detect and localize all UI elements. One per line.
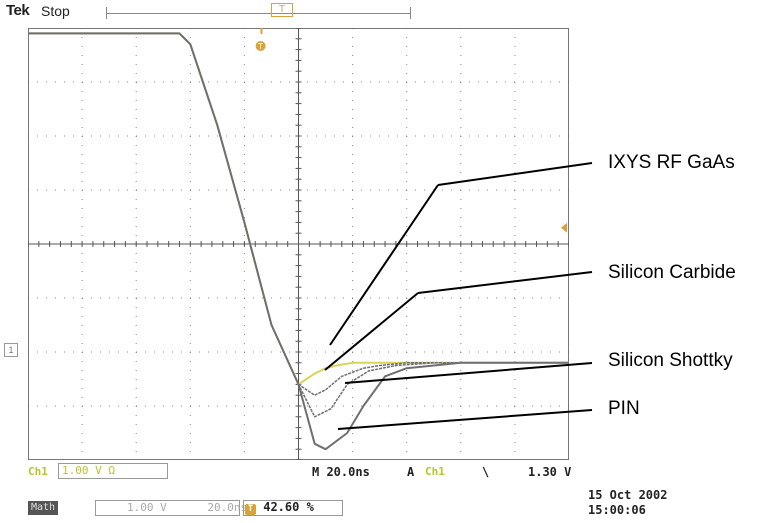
callout-pin: PIN (608, 398, 640, 419)
trace-pin (28, 32, 569, 451)
acquisition-state: Stop (41, 3, 70, 19)
math-scale-readout: 1.00 V 20.0ns (95, 500, 247, 516)
graticule-grid (28, 28, 569, 460)
scope-status-bar: Tek Stop T (0, 0, 590, 28)
math-scale: 1.00 V (127, 501, 167, 514)
math-channel-tag: Math (28, 501, 59, 515)
trigger-source: Ch1 (425, 465, 445, 478)
ground-reference-marker: 1 (4, 343, 18, 357)
trigger-position-icon: T (245, 504, 256, 515)
trigger-level-marker-icon (255, 41, 266, 51)
scope-markers: T (255, 28, 567, 233)
record-bar-left-tick (106, 7, 107, 19)
waveform-traces (28, 32, 569, 451)
trigger-level-marker-text: T (258, 42, 263, 51)
callout-line-sic-leader (417, 271, 593, 294)
callout-line-sic (324, 292, 419, 371)
trigger-position-marker: T (271, 3, 293, 17)
trigger-position-value: 42.60 % (263, 500, 314, 514)
trigger-slope-icon: \ (482, 465, 490, 479)
callout-line-ixys-leader (437, 162, 593, 186)
capture-time: 15:00:06 (588, 503, 646, 517)
callout-silicon-shottky: Silicon Shottky (608, 350, 733, 371)
trigger-position-readout: T 42.60 % (243, 500, 343, 516)
scope-waveform-display: T (28, 28, 569, 460)
record-bar-right-tick (410, 7, 411, 19)
math-time: 20.0ns (207, 501, 248, 514)
ch1-label: Ch1 (28, 465, 48, 478)
record-length-bar (106, 13, 411, 14)
callout-silicon-carbide: Silicon Carbide (608, 262, 736, 283)
callout-line-ixys (329, 184, 439, 346)
callout-line-shottky (344, 362, 593, 384)
capture-date: 15 Oct 2002 (588, 488, 668, 502)
ch1-scale-readout: 1.00 V Ω (58, 463, 168, 479)
trigger-label: A (407, 465, 415, 479)
timebase-readout: M 20.0ns (312, 465, 370, 479)
trigger-level-arrow-icon (561, 222, 567, 233)
tek-logo: Tek (6, 2, 30, 19)
trigger-level-readout: 1.30 V (528, 465, 572, 479)
callout-ixys-rf-gaas: IXYS RF GaAs (608, 152, 735, 173)
callout-line-pin (337, 409, 593, 430)
